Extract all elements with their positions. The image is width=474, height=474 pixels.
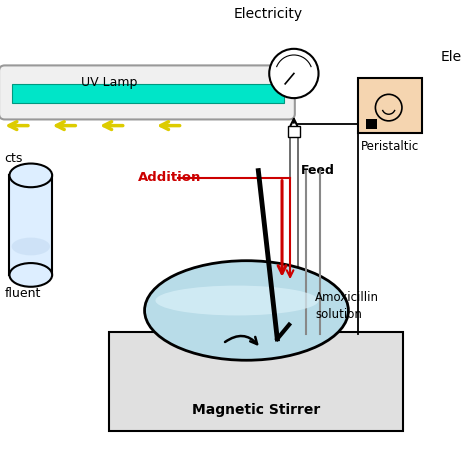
Text: fluent: fluent [5,287,41,300]
Circle shape [269,49,319,98]
Ellipse shape [9,164,52,187]
Text: Amoxicillin
solution: Amoxicillin solution [315,291,379,321]
Ellipse shape [9,263,52,287]
Text: Peristaltic: Peristaltic [361,140,419,153]
Text: Ele: Ele [441,50,462,64]
Ellipse shape [145,261,348,360]
Ellipse shape [11,237,50,255]
Text: UV Lamp: UV Lamp [81,76,137,90]
Text: Magnetic Stirrer: Magnetic Stirrer [192,403,320,417]
Ellipse shape [155,285,319,316]
Bar [358,78,422,133]
Bar [288,126,300,137]
Bar [366,119,377,129]
Bar [109,332,403,431]
Text: cts: cts [5,152,23,165]
Text: Addition: Addition [137,171,201,184]
Text: Feed: Feed [301,164,335,176]
Bar [9,175,52,275]
Text: Electricity: Electricity [233,7,302,21]
Bar [12,84,284,103]
FancyBboxPatch shape [0,65,295,119]
